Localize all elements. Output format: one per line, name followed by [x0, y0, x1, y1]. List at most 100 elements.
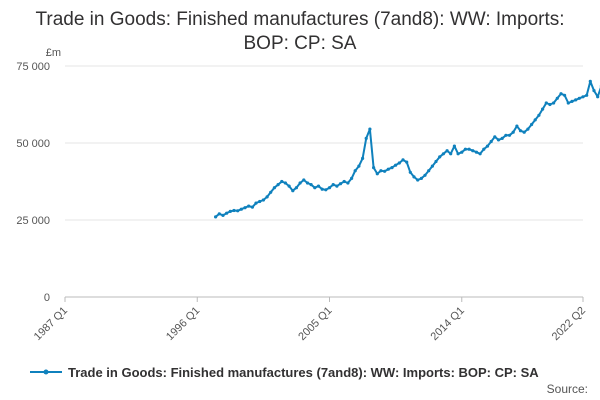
data-point: [313, 186, 317, 190]
data-point: [419, 176, 423, 180]
data-point: [338, 182, 343, 186]
data-point: [581, 95, 585, 99]
data-point: [463, 147, 467, 151]
x-tick-label: 2014 Q1: [429, 305, 467, 343]
data-point: [327, 186, 332, 190]
data-point: [217, 212, 221, 216]
data-point: [533, 118, 537, 122]
data-point: [305, 181, 310, 185]
data-point: [408, 170, 412, 174]
data-point: [357, 164, 361, 168]
data-point: [541, 107, 545, 111]
data-point: [375, 172, 379, 176]
y-axis-label: £m: [46, 47, 61, 59]
data-point: [254, 201, 258, 205]
y-tick-label: 25 000: [16, 215, 50, 227]
data-point: [272, 186, 276, 190]
data-point: [522, 130, 526, 134]
x-tick-label: 2005 Q1: [296, 305, 334, 343]
data-point: [460, 150, 464, 154]
data-point: [316, 184, 321, 188]
data-point: [441, 152, 445, 156]
data-point: [592, 89, 596, 93]
data-point: [570, 99, 574, 103]
data-point: [596, 95, 600, 99]
data-point: [291, 189, 295, 193]
data-point: [566, 101, 570, 105]
data-point: [383, 169, 387, 173]
data-point: [287, 184, 291, 188]
data-point: [243, 206, 247, 210]
data-point: [482, 147, 486, 151]
legend: Trade in Goods: Finished manufactures (7…: [28, 362, 539, 382]
data-point: [471, 149, 475, 153]
data-point: [298, 181, 302, 185]
data-point: [368, 127, 372, 131]
data-point: [588, 79, 592, 83]
x-tick-label: 2022 Q2: [550, 305, 588, 343]
data-point: [548, 102, 552, 107]
source-label: Source:: [546, 382, 588, 396]
data-point: [537, 113, 541, 117]
data-point: [493, 135, 497, 139]
data-point: [500, 136, 504, 140]
data-point: [394, 163, 398, 167]
data-point: [526, 127, 530, 131]
data-point: [346, 181, 350, 185]
data-point: [324, 188, 328, 192]
data-point: [423, 173, 427, 177]
data-point: [563, 93, 567, 97]
data-point: [511, 130, 515, 134]
data-point: [390, 166, 394, 170]
data-point: [518, 129, 523, 133]
data-point: [485, 144, 490, 148]
data-point: [386, 167, 390, 171]
data-point: [228, 209, 232, 213]
data-point: [320, 187, 324, 191]
data-point: [496, 138, 501, 142]
y-tick-label: 0: [44, 292, 50, 304]
data-point: [342, 179, 346, 184]
data-point: [239, 207, 243, 211]
y-tick-label: 50 000: [16, 138, 50, 150]
data-point: [225, 211, 229, 215]
data-point: [552, 101, 556, 105]
data-point: [445, 149, 449, 153]
data-point: [405, 160, 409, 164]
data-point: [331, 183, 335, 187]
data-point: [449, 152, 453, 156]
data-point: [232, 208, 236, 213]
data-point: [236, 209, 240, 213]
data-point: [530, 122, 534, 127]
data-point: [283, 181, 287, 185]
data-point: [467, 147, 471, 151]
data-point: [302, 178, 306, 182]
data-point: [258, 199, 262, 204]
data-point: [250, 205, 254, 209]
data-point: [261, 198, 265, 202]
data-point: [544, 101, 548, 105]
data-point: [276, 183, 280, 187]
data-point: [555, 96, 559, 100]
data-point: [412, 175, 416, 179]
data-point: [309, 183, 313, 187]
data-point: [430, 164, 434, 168]
data-point: [372, 166, 376, 170]
data-point: [559, 92, 563, 96]
data-point: [456, 152, 460, 156]
data-point: [221, 213, 225, 217]
data-point: [353, 169, 357, 173]
data-point: [427, 169, 431, 173]
x-tick-label: 1996 Q1: [164, 305, 202, 343]
data-point: [434, 159, 438, 164]
data-point: [364, 136, 368, 140]
legend-label: Trade in Goods: Finished manufactures (7…: [68, 364, 539, 380]
data-point: [350, 176, 354, 180]
legend-line-icon: [30, 369, 62, 375]
data-point: [280, 179, 284, 184]
data-point: [478, 152, 482, 156]
data-point: [247, 204, 251, 208]
x-tick-label: 1987 Q1: [32, 305, 70, 343]
data-point: [474, 150, 479, 154]
data-point: [335, 184, 339, 188]
